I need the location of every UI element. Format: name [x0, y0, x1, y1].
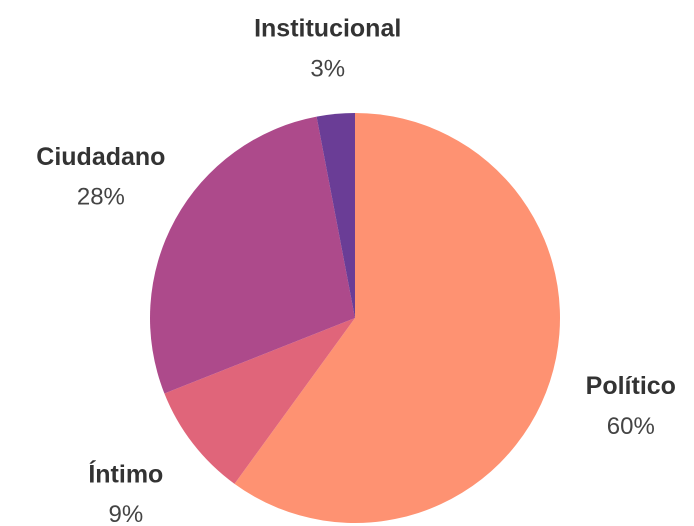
pie-slice — [164, 318, 355, 484]
slice-value: 60% — [607, 413, 655, 440]
pie-slice — [149, 116, 355, 394]
slice-value: 3% — [310, 55, 345, 82]
pie-slice — [316, 113, 355, 318]
pie-slice — [234, 113, 560, 523]
slice-label: Íntimo — [88, 459, 163, 488]
slice-label: Político — [586, 372, 676, 400]
slice-value: 28% — [77, 184, 125, 211]
slice-value: 9% — [109, 501, 144, 526]
slice-label: Ciudadano — [36, 143, 165, 171]
slice-label: Institucional — [254, 15, 401, 43]
